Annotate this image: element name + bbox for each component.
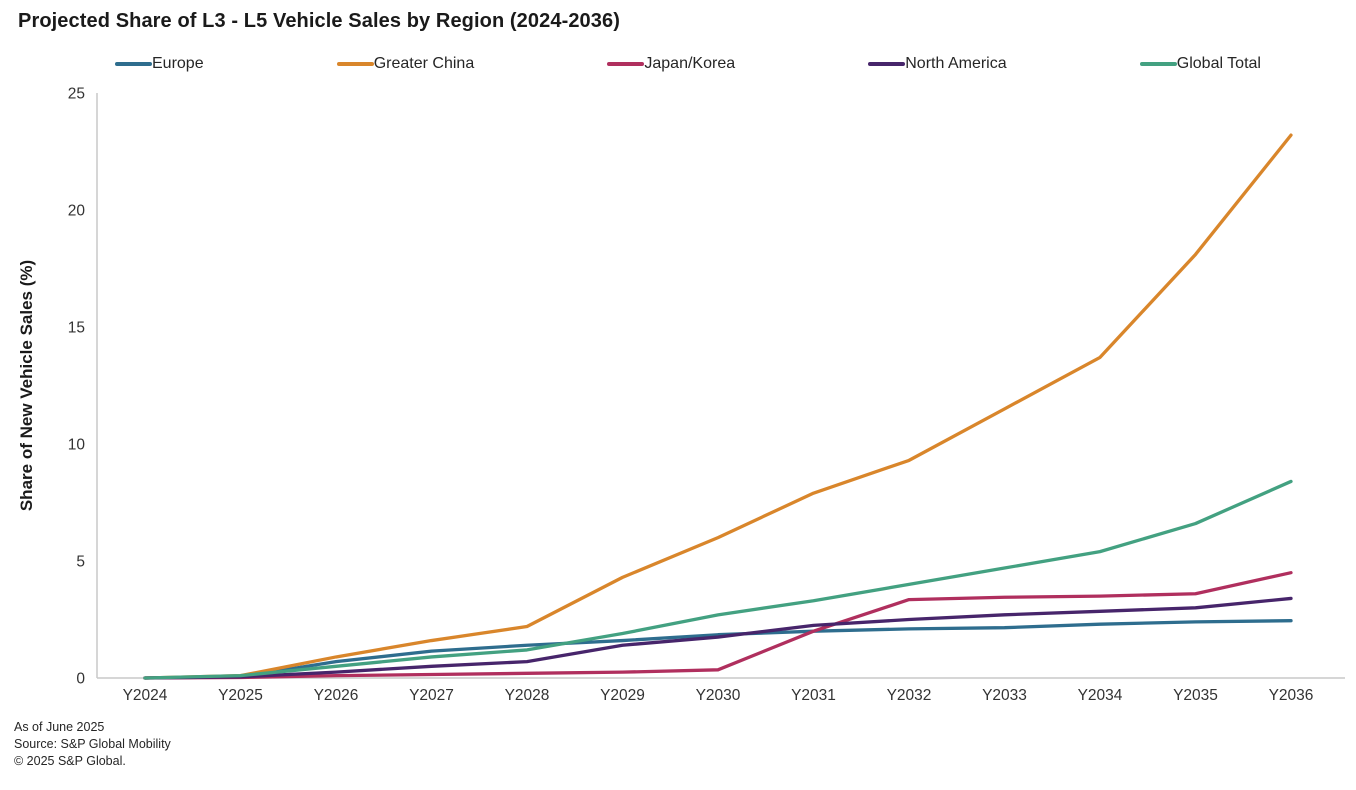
x-tick-label: Y2031 — [791, 687, 836, 704]
legend-label: Europe — [152, 55, 204, 72]
series-line-greater-china — [143, 133, 1293, 680]
y-tick-label: 0 — [76, 671, 85, 688]
y-tick-label: 10 — [68, 437, 86, 454]
footnote-source: Source: S&P Global Mobility — [14, 737, 171, 751]
chart-legend: Europe Greater China Japan/Korea North Amer… — [115, 56, 1261, 72]
footnote-as-of: As of June 2025 — [14, 720, 105, 734]
x-tick-label: Y2036 — [1269, 687, 1314, 704]
x-tick-label: Y2033 — [982, 687, 1027, 704]
legend-swatch — [1139, 62, 1177, 66]
chart-title: Projected Share of L3 - L5 Vehicle Sales… — [18, 10, 620, 32]
series-line-europe — [143, 619, 1293, 680]
x-tick-label: Y2035 — [1173, 687, 1218, 704]
y-tick-label: 15 — [68, 320, 85, 337]
series-line-global-total — [143, 479, 1293, 680]
x-tick-label: Y2028 — [505, 687, 550, 704]
legend-swatch — [868, 62, 906, 66]
x-tick-label: Y2025 — [218, 687, 263, 704]
chart-footnotes: As of June 2025 Source: S&P Global Mobil… — [14, 719, 171, 770]
legend-item-japan-korea: Japan/Korea — [607, 56, 735, 72]
y-tick-label: 5 — [76, 554, 85, 571]
legend-label: Greater China — [373, 55, 475, 72]
x-tick-label: Y2032 — [887, 687, 932, 704]
legend-swatch — [336, 62, 374, 66]
legend-swatch — [607, 62, 645, 66]
legend-item-greater-china: Greater China — [336, 55, 475, 72]
x-tick-label: Y2026 — [314, 687, 359, 704]
x-tick-label: Y2029 — [600, 687, 645, 704]
legend-item-north-america: North America — [868, 55, 1007, 72]
footnote-copyright: © 2025 S&P Global. — [14, 754, 126, 768]
legend-label: Global Total — [1176, 55, 1261, 72]
y-axis-title: Share of New Vehicle Sales (%) — [17, 260, 36, 511]
series-line-japan-korea — [143, 571, 1293, 680]
legend-label: Japan/Korea — [644, 55, 736, 72]
x-tick-label: Y2027 — [409, 687, 454, 704]
x-tick-label: Y2024 — [123, 687, 168, 704]
x-tick-label: Y2030 — [696, 687, 741, 704]
y-tick-label: 25 — [68, 86, 85, 103]
legend-swatch — [115, 62, 152, 66]
legend-label: North America — [905, 55, 1007, 72]
legend-item-europe: Europe — [115, 56, 204, 72]
legend-item-global-total: Global Total — [1139, 55, 1261, 72]
series-line-north-america — [143, 596, 1293, 680]
x-tick-label: Y2034 — [1078, 687, 1123, 704]
y-tick-label: 20 — [68, 203, 86, 220]
